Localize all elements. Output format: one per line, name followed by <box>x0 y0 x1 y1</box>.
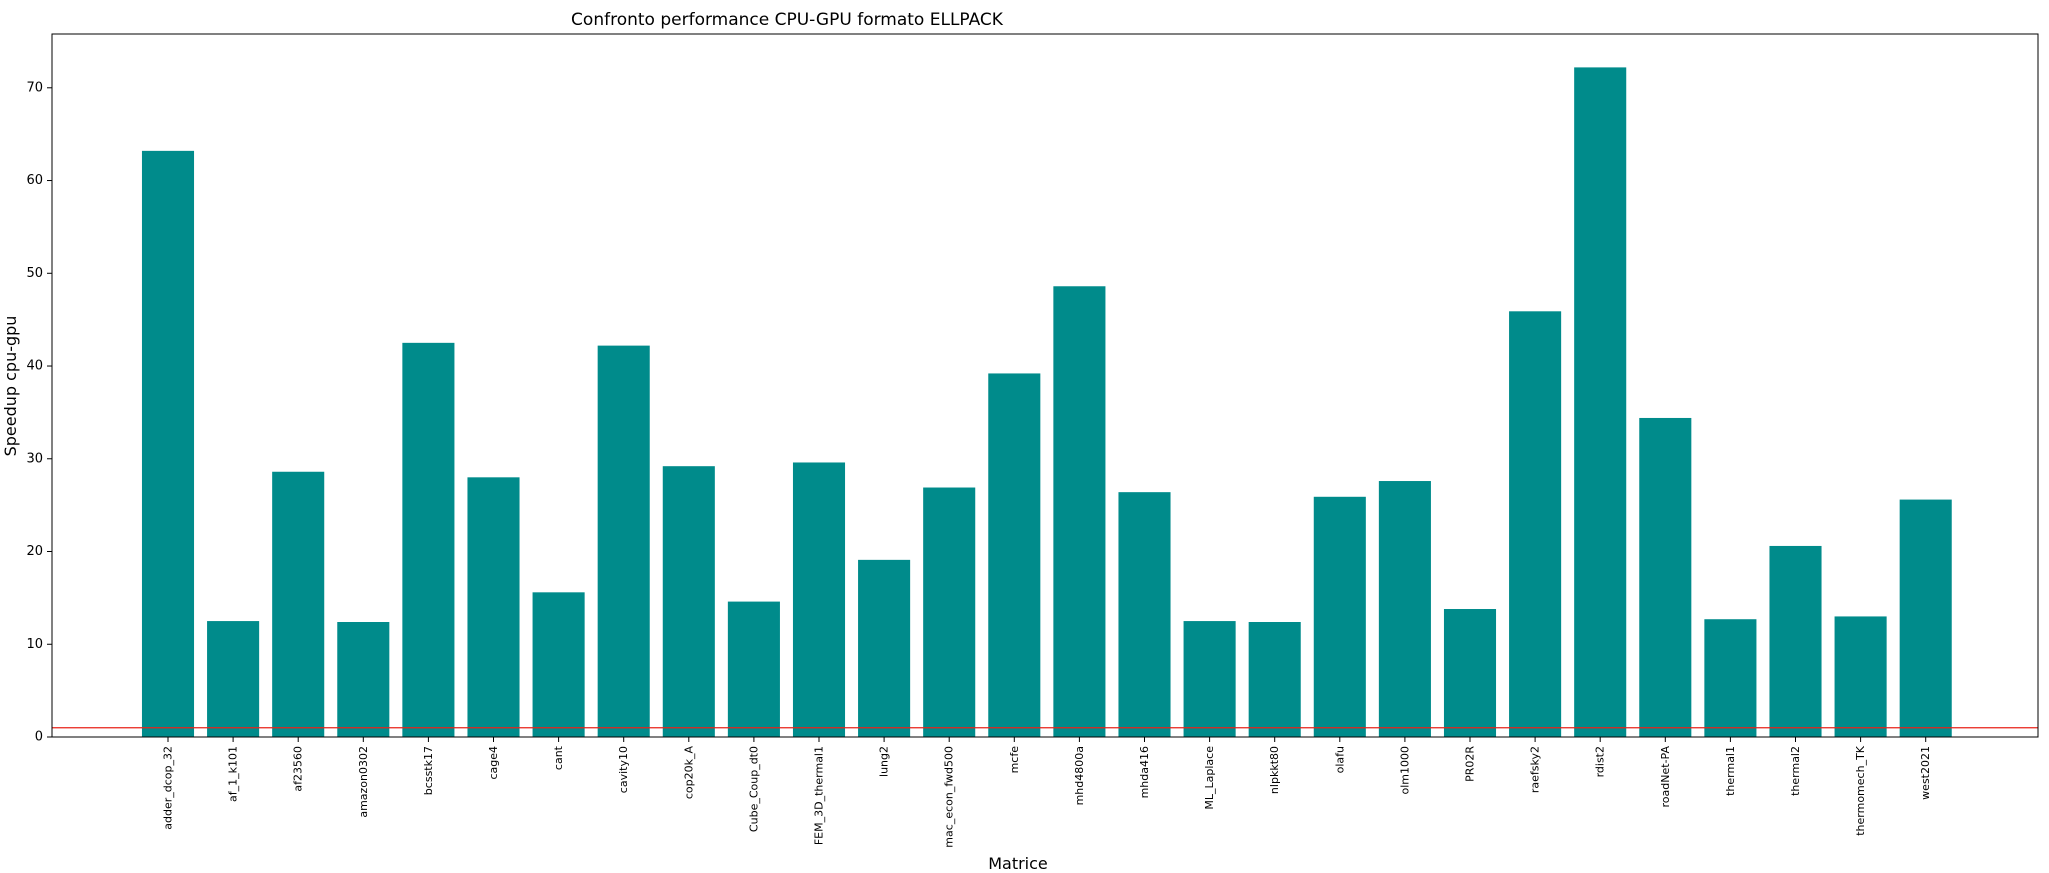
bar-FEM_3D_thermal1 <box>792 462 846 737</box>
x-tick-label: FEM_3D_thermal1 <box>813 746 826 845</box>
x-tick-label: adder_dcop_32 <box>162 746 175 830</box>
x-tick-label: cop20k_A <box>682 746 695 800</box>
x-tick-label: af23560 <box>292 746 305 792</box>
x-tick-label: olafu <box>1333 746 1346 773</box>
y-tick-label: 70 <box>26 80 43 95</box>
y-tick-label: 20 <box>26 544 43 559</box>
bar-cant <box>532 592 585 737</box>
x-axis-title: Matrice <box>988 854 1048 873</box>
x-tick-label: amazon0302 <box>357 746 370 818</box>
x-tick-label: thermomech_TK <box>1854 745 1867 836</box>
y-tick-label: 30 <box>26 451 43 466</box>
bar-olafu <box>1313 496 1366 737</box>
bar-af_1_k101 <box>207 621 260 737</box>
x-tick-label: mhd4800a <box>1073 746 1086 805</box>
x-tick-label: Cube_Coup_dt0 <box>747 746 760 832</box>
x-tick-label: bcsstk17 <box>422 746 435 795</box>
x-tick-label: lung2 <box>878 746 891 777</box>
bar-mcfe <box>988 373 1041 737</box>
bar-rdist2 <box>1574 67 1627 737</box>
bar-cage4 <box>467 477 520 737</box>
chart-title: Confronto performance CPU-GPU formato EL… <box>571 10 1004 30</box>
x-tick-label: ML_Laplace <box>1203 746 1216 810</box>
bar-cavity10 <box>597 345 650 737</box>
bar-lung2 <box>858 559 911 737</box>
bar-olm1000 <box>1378 481 1431 737</box>
bar-ML_Laplace <box>1183 621 1236 737</box>
bar-Cube_Coup_dt0 <box>727 601 780 737</box>
x-tick-label: thermal2 <box>1789 746 1802 796</box>
y-tick-label: 40 <box>26 359 43 374</box>
bar-af23560 <box>272 471 325 737</box>
x-tick-label: af_1_k101 <box>227 746 240 802</box>
bar-cop20k_A <box>662 466 715 737</box>
y-tick-label: 60 <box>26 173 43 188</box>
y-axis-ticks: 0 10 20 30 40 50 60 70 <box>26 80 52 745</box>
bar-nlpkkt80 <box>1248 622 1301 737</box>
x-tick-label: mhda416 <box>1138 746 1151 798</box>
bar-roadNet-PA <box>1639 417 1692 737</box>
x-tick-label: olm1000 <box>1398 746 1411 795</box>
x-tick-label: roadNet-PA <box>1659 746 1672 808</box>
bar-thermal1 <box>1704 619 1757 737</box>
x-tick-label: mcfe <box>1008 746 1021 774</box>
x-tick-label: west2021 <box>1919 746 1932 800</box>
x-axis-ticks: adder_dcop_32 af_1_k101 af23560 amazon0302 b… <box>162 737 1932 848</box>
y-tick-label: 0 <box>35 730 43 745</box>
x-tick-label: cavity10 <box>617 746 630 793</box>
x-tick-label: rdist2 <box>1594 746 1607 777</box>
bar-amazon0302 <box>337 622 390 737</box>
bar-thermal2 <box>1769 545 1822 737</box>
x-tick-label: thermal1 <box>1724 746 1737 796</box>
x-tick-label: raefsky2 <box>1529 746 1542 793</box>
bar-raefsky2 <box>1509 311 1562 737</box>
x-tick-label: cant <box>552 745 565 770</box>
bar-bcsstk17 <box>402 342 455 737</box>
bar-mhd4800a <box>1053 286 1106 737</box>
bar-west2021 <box>1899 499 1952 737</box>
x-tick-label: PR02R <box>1464 746 1477 782</box>
x-tick-label: cage4 <box>487 746 500 780</box>
y-tick-label: 50 <box>26 266 43 281</box>
bar-mac_econ_fwd500 <box>923 487 976 737</box>
bars-group <box>141 67 1952 738</box>
x-tick-label: mac_econ_fwd500 <box>943 746 956 848</box>
y-axis-title: Speedup cpu-gpu <box>1 316 20 457</box>
bar-thermomech_TK <box>1834 616 1887 737</box>
bar-PR02R <box>1443 609 1497 737</box>
plot-frame <box>51 33 2039 738</box>
bar-mhda416 <box>1118 492 1171 737</box>
y-tick-label: 10 <box>26 637 43 652</box>
x-tick-label: nlpkkt80 <box>1268 746 1281 794</box>
bar-adder_dcop_32 <box>141 150 195 738</box>
